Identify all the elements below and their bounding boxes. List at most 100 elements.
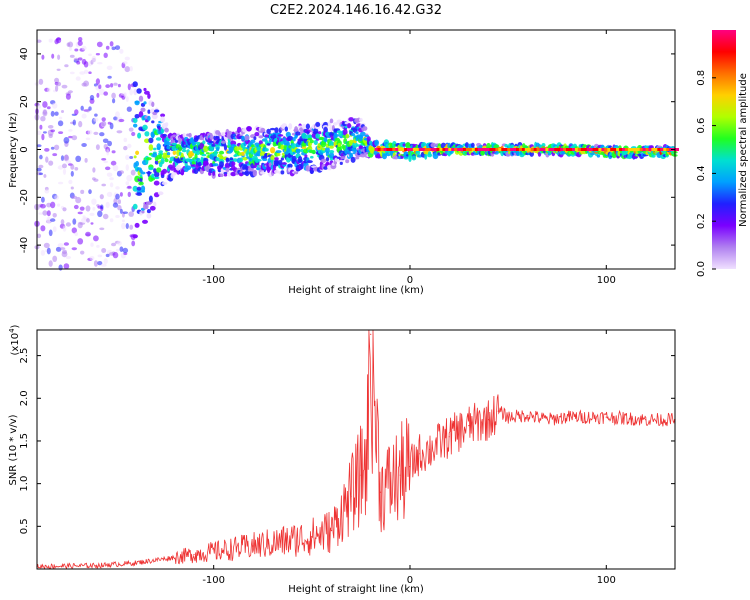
heatmap-y-ticks: -40 -20 0 20 40 bbox=[19, 48, 675, 253]
heatmap-cell-26 bbox=[40, 249, 46, 256]
heatmap-cell-2148 bbox=[666, 148, 671, 151]
heatmap-cell-793 bbox=[229, 149, 234, 153]
heatmap-cell-361 bbox=[134, 100, 140, 106]
heatmap-cell-864 bbox=[244, 135, 250, 141]
heatmap-cell-19 bbox=[38, 164, 44, 169]
heatmap-cell-1043 bbox=[284, 126, 288, 132]
heatmap-cell-835 bbox=[239, 157, 244, 163]
heatmap-cell-2057 bbox=[398, 148, 403, 151]
heatmap-cell-283 bbox=[115, 193, 120, 200]
heatmap-y-tick-label: -20 bbox=[19, 189, 30, 205]
heatmap-cell-162 bbox=[80, 189, 85, 194]
heatmap-cell-293 bbox=[117, 205, 122, 211]
heatmap-cell-1082 bbox=[291, 155, 297, 162]
heatmap-cell-234 bbox=[101, 248, 107, 253]
heatmap-cell-222 bbox=[97, 261, 103, 266]
heatmap-cell-43 bbox=[46, 247, 51, 255]
heatmap-cell-943 bbox=[262, 158, 268, 161]
heatmap-cell-1515 bbox=[411, 155, 417, 161]
heatmap-cell-93 bbox=[60, 155, 65, 161]
heatmap-cell-848 bbox=[241, 151, 245, 156]
heatmap-cell-2089 bbox=[492, 148, 497, 151]
heatmap-cell-1422 bbox=[366, 136, 371, 143]
heatmap-cell-2068 bbox=[430, 148, 435, 151]
heatmap-cell-934 bbox=[260, 127, 266, 134]
heatmap-cell-2054 bbox=[389, 148, 394, 151]
heatmap-cell-59 bbox=[51, 53, 55, 59]
heatmap-cell-241 bbox=[103, 258, 108, 265]
heatmap-cell-2086 bbox=[483, 148, 488, 151]
heatmap-cell-821 bbox=[234, 146, 241, 152]
heatmap-cell-124 bbox=[69, 71, 75, 75]
snr-multiplier-close: ) bbox=[10, 324, 21, 328]
snr-data-point bbox=[487, 419, 490, 421]
heatmap-cell-77 bbox=[57, 203, 61, 207]
heatmap-cell-1097 bbox=[295, 131, 301, 136]
heatmap-cell-1396 bbox=[360, 131, 366, 137]
heatmap-cell-2059 bbox=[404, 148, 409, 151]
heatmap-cell-2108 bbox=[548, 148, 553, 151]
heatmap-cell-979 bbox=[269, 127, 276, 131]
heatmap-cell-1221 bbox=[323, 166, 328, 170]
heatmap-cell-1128 bbox=[304, 154, 308, 158]
colorbar-gradient bbox=[712, 30, 736, 269]
heatmap-cell-577 bbox=[181, 149, 187, 153]
heatmap-cell-218 bbox=[95, 144, 100, 151]
heatmap-cell-1058 bbox=[287, 135, 294, 142]
heatmap-cell-2115 bbox=[569, 148, 573, 151]
heatmap-cell-163 bbox=[79, 71, 86, 75]
heatmap-cell-549 bbox=[175, 164, 181, 171]
heatmap-cell-132 bbox=[71, 227, 78, 234]
heatmap-cell-37 bbox=[44, 148, 50, 152]
heatmap-cell-2136 bbox=[630, 148, 635, 151]
snr-y-tick-label: 2.5 bbox=[19, 348, 30, 364]
heatmap-cell-318 bbox=[125, 154, 130, 160]
heatmap-cell-240 bbox=[103, 52, 108, 58]
snr-data-point bbox=[429, 448, 431, 451]
heatmap-cell-237 bbox=[101, 121, 107, 127]
heatmap-cell-220 bbox=[97, 254, 103, 258]
heatmap-cell-449 bbox=[153, 176, 160, 180]
heatmap-cell-415 bbox=[147, 109, 151, 114]
heatmap-cell-2131 bbox=[616, 148, 621, 151]
heatmap-cell-328 bbox=[127, 143, 132, 149]
heatmap-cell-1295 bbox=[339, 161, 343, 165]
heatmap-cell-380 bbox=[138, 181, 144, 186]
heatmap-cell-221 bbox=[97, 62, 103, 65]
heatmap-cell-147 bbox=[75, 155, 82, 162]
heatmap-cell-918 bbox=[256, 146, 262, 152]
heatmap-cell-297 bbox=[119, 208, 123, 214]
heatmap-cell-769 bbox=[224, 162, 231, 169]
heatmap-cell-326 bbox=[126, 106, 132, 112]
heatmap-x-tick-label: 0 bbox=[407, 275, 413, 286]
heatmap-cell-196 bbox=[89, 94, 95, 101]
heatmap-cell-298 bbox=[119, 48, 124, 54]
heatmap-cell-2052 bbox=[383, 148, 388, 151]
heatmap-cell-2056 bbox=[395, 148, 400, 151]
heatmap-cell-8 bbox=[36, 233, 42, 239]
snr-data-point bbox=[370, 333, 372, 335]
heatmap-cell-289 bbox=[117, 83, 121, 88]
heatmap-cell-1273 bbox=[335, 134, 340, 137]
heatmap-cell-1289 bbox=[337, 143, 341, 147]
heatmap-cell-2114 bbox=[566, 148, 570, 151]
heatmap-cell-570 bbox=[182, 132, 186, 138]
heatmap-cell-2082 bbox=[471, 148, 476, 151]
colorbar-tick-label: 0.4 bbox=[696, 165, 707, 181]
heatmap-cell-2084 bbox=[477, 148, 482, 151]
snr-y-tick-label: 1.5 bbox=[19, 433, 30, 449]
snr-data-point bbox=[605, 416, 607, 418]
heatmap-cell-235 bbox=[101, 183, 106, 187]
heatmap-cell-12 bbox=[36, 130, 42, 135]
heatmap-cell-313 bbox=[123, 61, 128, 65]
heatmap-cell-1547 bbox=[427, 153, 433, 158]
heatmap-cell-55 bbox=[48, 229, 53, 237]
heatmap-cell-2104 bbox=[536, 148, 541, 151]
heatmap-cell-2121 bbox=[586, 148, 591, 151]
heatmap-cell-2061 bbox=[410, 148, 414, 151]
heatmap-cell-1099 bbox=[295, 148, 301, 154]
heatmap-cell-996 bbox=[274, 169, 279, 174]
heatmap-cell-352 bbox=[132, 234, 138, 239]
heatmap-y-tick-label: 20 bbox=[19, 95, 30, 108]
heatmap-cell-277 bbox=[113, 82, 118, 86]
